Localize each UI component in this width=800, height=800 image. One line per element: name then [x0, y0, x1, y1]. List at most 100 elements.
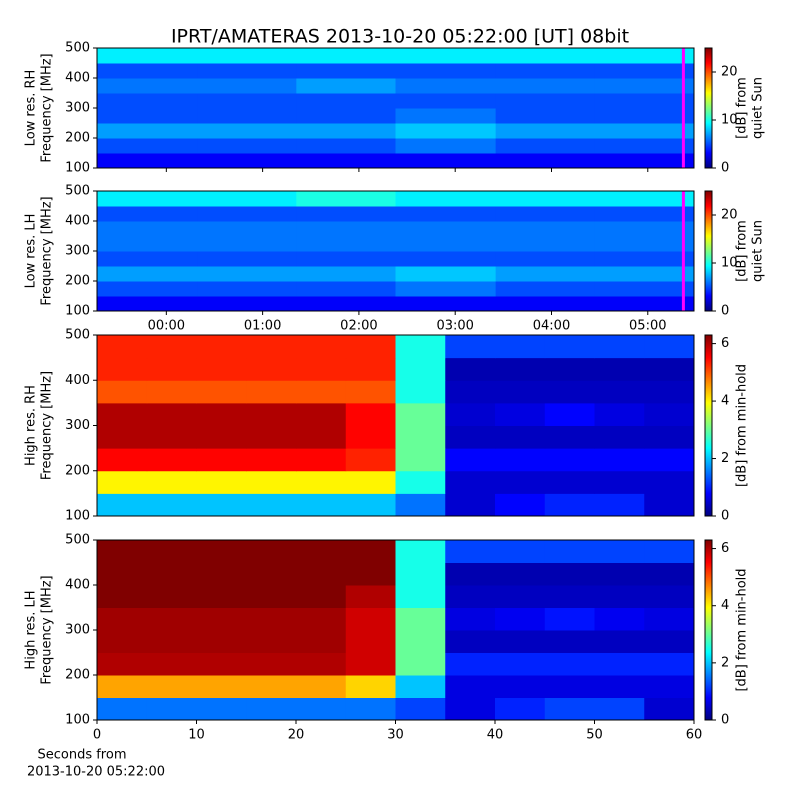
heatmap-cell [97, 335, 148, 359]
heatmap-cell [395, 191, 497, 207]
colorbar-tick-label: 4 [721, 394, 729, 409]
heatmap-cell [644, 585, 695, 608]
heatmap-cell [146, 335, 197, 359]
heatmap-cell [544, 493, 595, 517]
heatmap-cell [594, 296, 695, 312]
heatmap-cell [97, 607, 148, 631]
colorbar-tick-label: 2 [721, 451, 729, 466]
heatmap-cell [395, 153, 497, 169]
heatmap-cell [644, 630, 695, 653]
heatmap [97, 48, 695, 169]
y-axis-label: High res. LH [24, 590, 39, 669]
heatmap-cell [594, 78, 695, 94]
heatmap-cell [445, 697, 496, 721]
heatmap-cell [395, 697, 446, 721]
heatmap-cell [196, 607, 247, 631]
y-tick-label: 500 [65, 533, 90, 548]
heatmap-cell [495, 221, 596, 237]
heatmap-cell [246, 540, 297, 563]
y-tick-label: 100 [65, 713, 90, 728]
heatmap-cell [97, 63, 198, 79]
heatmap [97, 540, 695, 721]
heatmap-cell [395, 357, 446, 381]
heatmap-cell [296, 562, 347, 586]
heatmap-cell [97, 357, 148, 381]
heatmap-cell [197, 153, 297, 169]
heatmap-cell [395, 402, 446, 426]
heatmap-cell [395, 675, 446, 698]
heatmap-cell [644, 607, 695, 631]
heatmap-cell [97, 697, 148, 721]
heatmap-cell [594, 335, 645, 359]
heatmap-cell [594, 236, 695, 252]
y-tick-label: 200 [65, 463, 90, 478]
heatmap-cell [395, 251, 497, 267]
heatmap-cell [296, 153, 396, 169]
heatmap-cell [197, 251, 297, 267]
heatmap-cell [97, 380, 148, 404]
heatmap-cell [544, 675, 595, 698]
heatmap-cell [395, 470, 446, 494]
heatmap-cell [345, 585, 396, 608]
heatmap-cell [445, 652, 496, 676]
heatmap-cell [495, 585, 546, 608]
heatmap-cell [544, 585, 595, 608]
heatmap-cell [296, 540, 347, 563]
colorbar-tick-label: 6 [721, 336, 729, 351]
heatmap-cell [445, 380, 496, 404]
heatmap-cell [296, 221, 396, 237]
heatmap-cell [196, 493, 247, 517]
heatmap-cell [495, 281, 596, 297]
heatmap-cell [445, 562, 496, 586]
x-axis-label: 2013-10-20 05:22:00 [27, 765, 165, 780]
heatmap-cell [345, 425, 396, 449]
heatmap-cell [196, 380, 247, 404]
x-tick-label: 01:00 [244, 319, 281, 334]
heatmap-cell [345, 380, 396, 404]
heatmap-cell [97, 138, 198, 154]
heatmap-cell [644, 425, 695, 449]
heatmap-cell [594, 607, 645, 631]
heatmap-cell [296, 206, 396, 222]
heatmap-cell [495, 493, 546, 517]
heatmap-cell [495, 296, 596, 312]
y-axis-label: Low res. RH [24, 70, 39, 147]
colorbar-tick-label: 0 [721, 161, 729, 176]
heatmap-cell [445, 470, 496, 494]
heatmap-cell [644, 380, 695, 404]
heatmap-cell [594, 93, 695, 109]
heatmap-cell [395, 425, 446, 449]
heatmap-cell [395, 540, 446, 563]
x-tick-label: 10 [188, 728, 205, 743]
heatmap-cell [296, 296, 396, 312]
heatmap-cell [544, 630, 595, 653]
heatmap-cell [97, 251, 198, 267]
heatmap-cell [197, 108, 297, 124]
heatmap-cell [296, 48, 396, 64]
y-tick-label: 100 [65, 161, 90, 176]
heatmap-cell [197, 191, 297, 207]
heatmap-cell [345, 448, 396, 472]
heatmap-cell [395, 652, 446, 676]
heatmap-cell [345, 357, 396, 381]
heatmap-cell [395, 335, 446, 359]
heatmap-cell [97, 153, 198, 169]
heatmap-cell [445, 585, 496, 608]
x-tick-label: 20 [288, 728, 305, 743]
colorbar-tick-label: 2 [721, 655, 729, 670]
y-tick-label: 400 [65, 214, 90, 229]
heatmap-cell [495, 93, 596, 109]
heatmap-cell [395, 266, 497, 282]
heatmap-cell [296, 652, 347, 676]
x-tick-label: 40 [487, 728, 504, 743]
heatmap-cell [345, 697, 396, 721]
heatmap-cell [97, 425, 148, 449]
heatmap-cell [644, 402, 695, 426]
heatmap-cell [495, 108, 596, 124]
heatmap-cell [644, 697, 695, 721]
heatmap-cell [445, 448, 496, 472]
heatmap-cell [197, 221, 297, 237]
heatmap-cell [395, 78, 497, 94]
heatmap-cell [97, 221, 198, 237]
heatmap [97, 191, 695, 312]
